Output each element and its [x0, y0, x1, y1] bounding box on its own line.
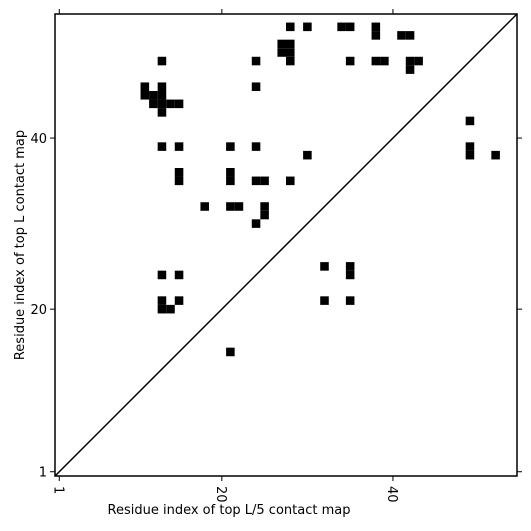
contact-cell: [337, 22, 346, 32]
contact-cell: [345, 56, 355, 66]
contact-cell: [405, 31, 415, 40]
contact-cell: [251, 142, 261, 151]
contact-cell: [174, 168, 184, 177]
contact-cell: [174, 99, 184, 109]
contact-cell: [251, 176, 261, 186]
y-axis-label: Residue index of top L contact map: [13, 130, 28, 360]
contact-cell: [157, 99, 167, 109]
contact-cell: [320, 262, 329, 271]
contact-cell: [286, 39, 295, 49]
x-tick-label: 20: [213, 486, 228, 503]
y-tick-label: 20: [30, 303, 47, 318]
contact-cell: [465, 150, 475, 160]
contact-cell: [157, 91, 167, 100]
contact-cell: [226, 142, 235, 151]
contact-cell: [371, 56, 381, 66]
contact-cell: [286, 176, 295, 186]
contact-cell: [371, 31, 381, 40]
contact-cell: [226, 347, 235, 357]
contact-cell: [157, 270, 167, 280]
contact-cell: [157, 108, 167, 117]
plot-frame: [54, 13, 518, 477]
contact-cell: [149, 91, 158, 100]
contact-cell: [465, 116, 475, 126]
contact-cell: [303, 150, 312, 160]
contact-cell: [371, 22, 381, 32]
contact-cell: [380, 56, 389, 66]
contact-cell: [277, 48, 286, 57]
contact-cell: [157, 296, 167, 305]
contact-cell: [465, 142, 475, 151]
contact-cell: [251, 56, 261, 66]
x-tick-label: 40: [384, 486, 399, 503]
contact-cell: [157, 142, 167, 151]
contact-cell: [157, 82, 167, 91]
contact-cell: [174, 296, 184, 305]
contact-cell: [166, 304, 175, 314]
contact-cell: [260, 176, 269, 186]
contact-cell: [405, 56, 415, 66]
contact-cell: [174, 176, 184, 186]
contact-cell: [345, 262, 355, 271]
contact-cell: [277, 39, 286, 49]
contact-cell: [149, 99, 158, 109]
contact-cell: [174, 270, 184, 280]
contact-cell: [200, 202, 209, 211]
diagonal-line: [54, 13, 518, 477]
contact-cell: [157, 56, 167, 66]
contact-cell: [251, 219, 261, 228]
contact-cell: [174, 142, 184, 151]
contact-cell: [140, 91, 150, 100]
contact-cell: [260, 202, 269, 211]
contact-cell: [286, 22, 295, 32]
contact-cell: [226, 176, 235, 186]
contact-cell: [397, 31, 406, 40]
contact-cell: [226, 168, 235, 177]
x-tick-label: 1: [50, 486, 65, 494]
contact-cell: [260, 210, 269, 220]
contact-cell: [234, 202, 244, 211]
contact-cell: [166, 99, 175, 109]
contact-cell: [491, 150, 500, 160]
contact-cell: [303, 22, 312, 32]
contact-cell: [345, 22, 355, 32]
contact-cell: [251, 82, 261, 91]
y-tick-label: 1: [39, 466, 47, 481]
contact-cell: [345, 270, 355, 280]
contact-cell: [226, 202, 235, 211]
contact-cell: [414, 56, 423, 66]
x-axis-label: Residue index of top L/5 contact map: [108, 503, 351, 518]
contact-cell: [345, 296, 355, 305]
contact-cell: [405, 65, 415, 74]
contact-cell: [320, 296, 329, 305]
contact-cell: [286, 48, 295, 57]
contact-cell: [286, 56, 295, 66]
y-tick-label: 40: [30, 132, 47, 147]
contact-cell: [140, 82, 150, 91]
contact-cell: [157, 304, 167, 314]
